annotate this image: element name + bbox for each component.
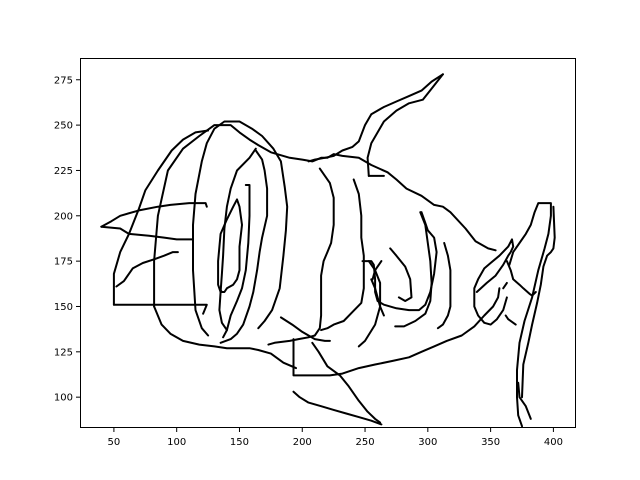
x-tick-label: 250 (355, 437, 374, 448)
series-line-5 (115, 251, 179, 288)
series-line-27 (307, 73, 444, 163)
series-line-7 (153, 305, 297, 370)
series-line-32 (502, 281, 508, 290)
series-line-16 (320, 178, 365, 332)
series-line-28 (366, 73, 444, 177)
x-tick-label: 100 (167, 437, 186, 448)
series-line-21 (389, 247, 413, 302)
y-tick-label: 225 (54, 166, 73, 177)
y-tick-label: 175 (54, 257, 73, 268)
series-line-9 (218, 147, 257, 332)
y-tick-label: 275 (54, 75, 73, 86)
x-tick-label: 200 (293, 437, 312, 448)
series-layer (100, 73, 556, 428)
series-line-4 (100, 225, 194, 241)
x-tick-label: 50 (108, 437, 121, 448)
series-line-2 (112, 303, 208, 315)
series-line-15 (267, 167, 335, 346)
plot-frame (80, 58, 576, 428)
series-line-26 (311, 341, 382, 424)
x-tick-label: 400 (544, 437, 563, 448)
series-line-3 (100, 202, 208, 228)
series-line-10 (219, 198, 243, 293)
series-line-13 (219, 149, 269, 344)
y-tick-label: 125 (54, 347, 73, 358)
series-line-35 (517, 381, 532, 420)
y-tick-label: 200 (54, 211, 73, 222)
series-line-25 (292, 390, 383, 426)
series-line-1 (112, 129, 210, 306)
series-line-8 (192, 120, 289, 337)
series-line-24 (279, 316, 331, 342)
y-axis: 100 125 150 175 200 225 250 275 (54, 75, 80, 404)
y-tick-label: 100 (54, 393, 73, 404)
y-tick-label: 250 (54, 121, 73, 132)
series-line-12 (222, 184, 251, 339)
x-tick-label: 150 (230, 437, 249, 448)
x-tick-label: 350 (481, 437, 500, 448)
series-line-22 (394, 211, 433, 328)
y-tick-label: 150 (54, 302, 73, 313)
series-line-19 (361, 211, 438, 312)
series-line-33 (504, 314, 517, 326)
series-line-34 (508, 202, 552, 428)
x-axis: 50 100 150 200 250 300 350 400 (108, 428, 563, 448)
series-line-30 (473, 238, 515, 326)
series-line-11 (217, 198, 238, 293)
series-line-20 (370, 278, 385, 317)
x-tick-label: 300 (418, 437, 437, 448)
series-line-36 (521, 205, 556, 399)
series-line-23 (436, 242, 452, 330)
